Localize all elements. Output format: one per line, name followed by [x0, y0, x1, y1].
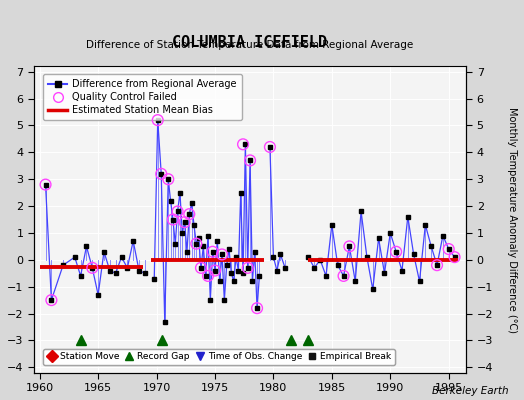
Point	[392, 248, 400, 255]
Point	[246, 157, 254, 164]
Point	[154, 117, 162, 123]
Point	[209, 248, 217, 255]
Point	[266, 144, 274, 150]
Point	[197, 265, 205, 271]
Point	[204, 273, 212, 279]
Point	[157, 171, 166, 177]
Point	[239, 141, 247, 148]
Point	[173, 208, 182, 215]
Text: Difference of Station Temperature Data from Regional Average: Difference of Station Temperature Data f…	[86, 40, 413, 50]
Point	[444, 246, 453, 252]
Y-axis label: Monthly Temperature Anomaly Difference (°C): Monthly Temperature Anomaly Difference (…	[507, 106, 517, 332]
Point	[450, 254, 458, 260]
Point	[180, 219, 189, 226]
Point	[211, 267, 219, 274]
Point	[433, 262, 441, 268]
Point	[192, 240, 201, 247]
Point	[244, 265, 252, 271]
Point	[218, 251, 226, 258]
Point	[41, 181, 50, 188]
Point	[169, 216, 177, 223]
Point	[345, 243, 354, 250]
Title: COLUMBIA ICEFIELD: COLUMBIA ICEFIELD	[172, 35, 328, 50]
Text: Berkeley Earth: Berkeley Earth	[432, 386, 508, 396]
Point	[164, 176, 172, 182]
Point	[47, 297, 56, 303]
Point	[340, 273, 348, 279]
Point	[253, 305, 261, 311]
Legend: Station Move, Record Gap, Time of Obs. Change, Empirical Break: Station Move, Record Gap, Time of Obs. C…	[42, 349, 395, 365]
Point	[88, 265, 96, 271]
Point	[185, 211, 193, 217]
